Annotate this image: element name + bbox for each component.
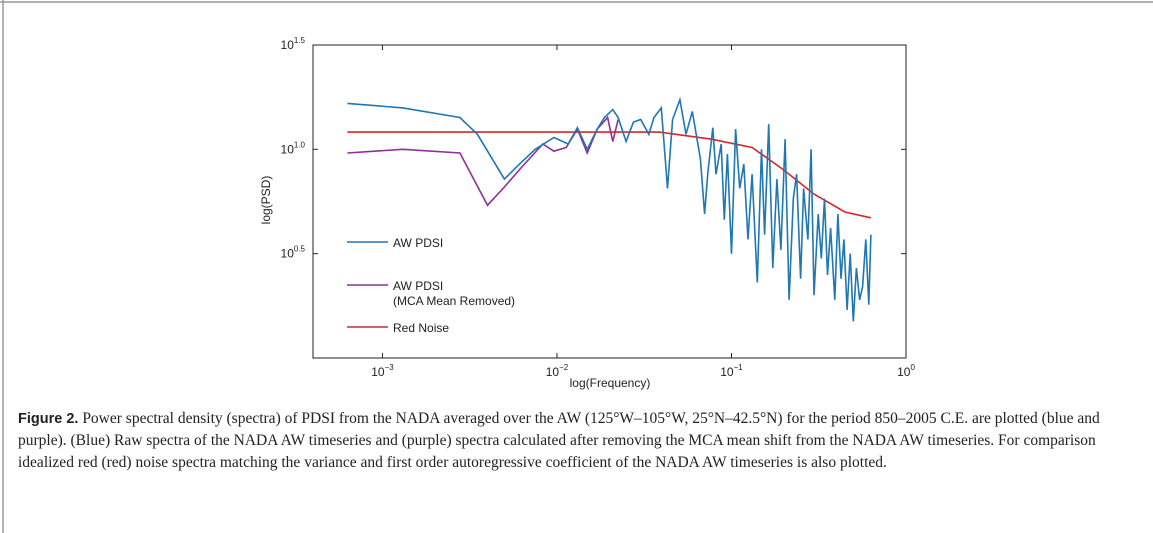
y-tick-label: 100.5 (281, 245, 306, 261)
legend-sublabel: (MCA Mean Removed) (393, 294, 515, 308)
caption-label: Figure 2. (18, 411, 79, 427)
plot-area (312, 44, 907, 359)
frame-left-lower (2, 405, 4, 533)
y-tick-label: 101.0 (281, 140, 306, 156)
x-tick-label: 100 (897, 363, 915, 379)
x-tick-label: 10−1 (720, 363, 743, 379)
series-line (347, 115, 619, 207)
series-line (347, 131, 872, 219)
figure-caption: Figure 2. Power spectral density (spectr… (18, 408, 1128, 474)
legend-label: AW PDSI (393, 236, 443, 250)
x-tick-label: 10−3 (371, 363, 394, 379)
y-axis-label: log(PSD) (259, 176, 273, 225)
legend-label: AW PDSI (393, 279, 443, 293)
y-tick-label: 101.5 (281, 36, 306, 52)
legend-label: Red Noise (393, 321, 449, 335)
caption-text: Power spectral density (spectra) of PDSI… (18, 410, 1100, 471)
figure: log(Frequency) log(PSD) 10−3 10−2 10−1 100 1… (0, 0, 1153, 405)
x-axis-label: log(Frequency) (570, 376, 651, 390)
series-line (347, 96, 872, 322)
x-tick-label: 10−2 (546, 363, 569, 379)
